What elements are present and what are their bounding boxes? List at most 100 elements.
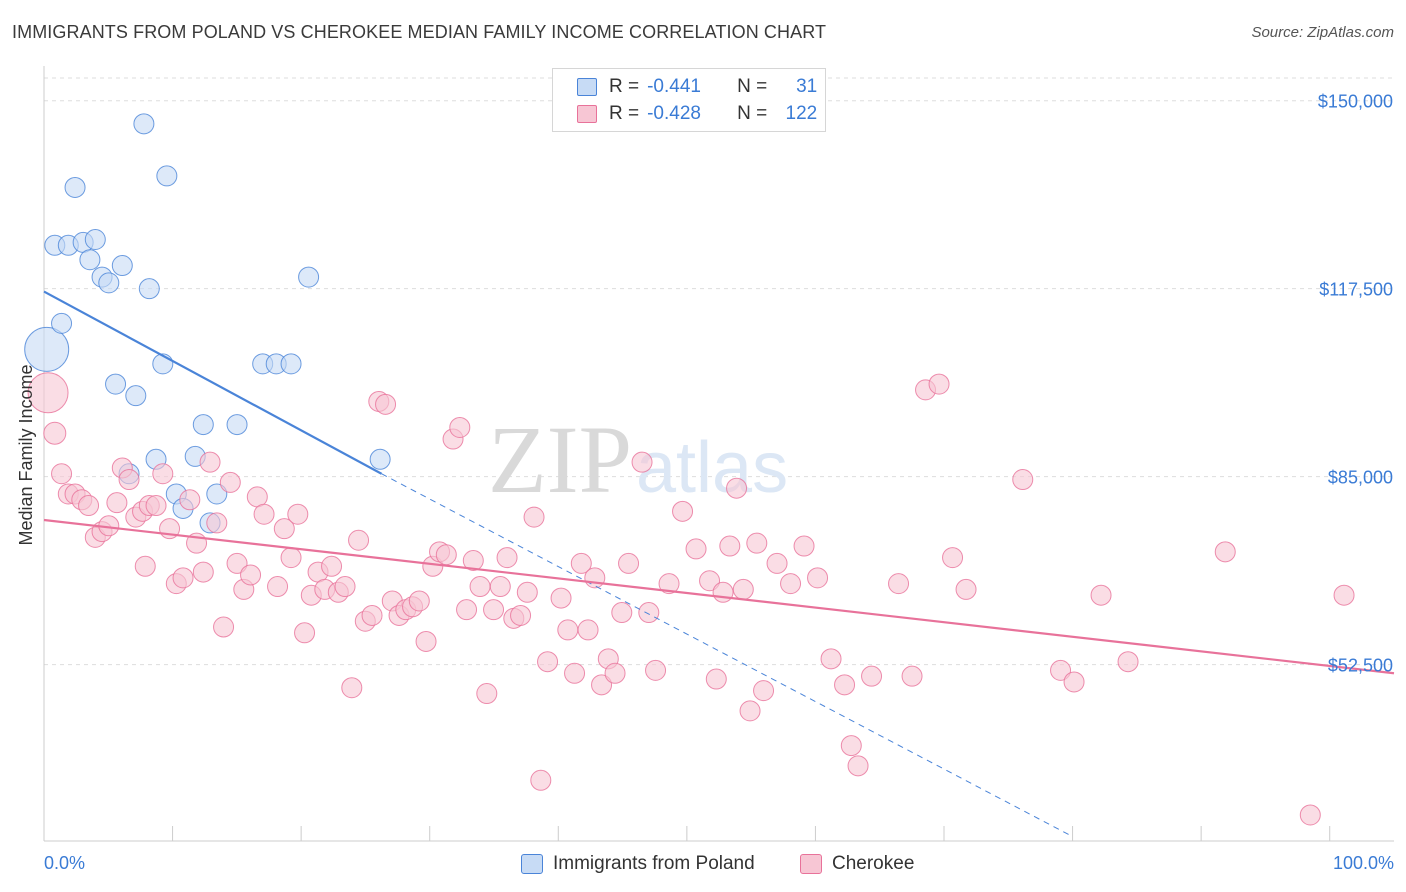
- point-cherokee: [861, 665, 883, 687]
- point-poland: [125, 385, 147, 407]
- point-cherokee: [611, 602, 633, 624]
- point-cherokee: [746, 532, 768, 554]
- point-cherokee: [530, 769, 552, 791]
- point-poland: [79, 249, 101, 271]
- point-cherokee: [523, 506, 545, 528]
- n-value-cherokee: 122: [785, 103, 818, 124]
- point-cherokee: [199, 451, 221, 473]
- point-cherokee: [739, 700, 761, 722]
- point-cherokee: [705, 668, 727, 690]
- point-cherokee: [1012, 469, 1034, 491]
- point-cherokee: [226, 552, 248, 574]
- point-cherokee: [550, 587, 572, 609]
- point-cherokee: [213, 616, 235, 638]
- point-cherokee: [496, 547, 518, 569]
- legend-label-cherokee: Cherokee: [832, 853, 915, 874]
- point-cherokee: [287, 503, 309, 525]
- point-cherokee: [206, 512, 228, 534]
- point-cherokee: [955, 578, 977, 600]
- tick-labels: 0.0% 100.0% $150,000 $117,500 $85,000 $52,5…: [44, 92, 1394, 873]
- point-cherokee: [1299, 804, 1321, 826]
- point-cherokee: [928, 373, 950, 395]
- point-cherokee: [807, 567, 829, 589]
- r-label-poland: R =: [609, 76, 640, 97]
- point-cherokee: [219, 471, 241, 493]
- point-cherokee: [834, 674, 856, 696]
- point-cherokee: [294, 622, 316, 644]
- point-cherokee: [1214, 541, 1236, 563]
- point-cherokee: [577, 619, 599, 641]
- point-cherokee: [901, 665, 923, 687]
- legend-swatch-poland: [521, 854, 543, 874]
- point-cherokee: [510, 604, 532, 626]
- point-cherokee: [145, 495, 167, 517]
- point-cherokee: [1063, 671, 1085, 693]
- n-label-poland: N =: [737, 76, 768, 97]
- point-cherokee: [456, 599, 478, 621]
- point-cherokee: [449, 416, 471, 438]
- point-cherokee: [840, 735, 862, 757]
- point-poland: [206, 483, 228, 505]
- point-cherokee: [564, 662, 586, 684]
- chart-title: IMMIGRANTS FROM POLAND VS CHEROKEE MEDIA…: [12, 22, 827, 42]
- point-cherokee: [435, 544, 457, 566]
- r-value-cherokee: -0.428: [647, 103, 701, 124]
- point-cherokee: [570, 552, 592, 574]
- r-value-poland: -0.441: [647, 76, 701, 97]
- point-cherokee: [280, 547, 302, 569]
- data-points: [24, 113, 1355, 826]
- stats-legend: R = -0.441 N = 31 R = -0.428 N = 122: [552, 68, 826, 132]
- legend-label-poland: Immigrants from Poland: [553, 853, 755, 874]
- y-tick-label: $85,000: [1328, 468, 1393, 488]
- point-cherokee: [375, 393, 397, 415]
- point-cherokee: [341, 677, 363, 699]
- n-value-poland: 31: [796, 76, 818, 97]
- point-poland: [226, 414, 248, 436]
- x-tick-label-min: 0.0%: [44, 853, 85, 873]
- point-cherokee: [483, 599, 505, 621]
- y-tick-label: $52,500: [1328, 656, 1393, 676]
- y-axis-label: Median Family Income: [16, 364, 36, 545]
- point-cherokee: [537, 651, 559, 673]
- point-cherokee: [557, 619, 579, 641]
- point-cherokee: [489, 576, 511, 598]
- point-poland: [105, 373, 127, 395]
- legend-item-poland: Immigrants from Poland: [521, 851, 755, 877]
- legend-item-cherokee: Cherokee: [800, 851, 914, 877]
- point-cherokee: [780, 573, 802, 595]
- point-poland: [156, 165, 178, 187]
- point-cherokee: [584, 567, 606, 589]
- point-cherokee: [1050, 659, 1072, 681]
- point-poland: [64, 176, 86, 198]
- point-cherokee: [415, 630, 437, 652]
- point-poland: [51, 312, 73, 334]
- point-cherokee: [118, 469, 140, 491]
- point-cherokee: [685, 538, 707, 560]
- x-tick-label-max: 100.0%: [1333, 853, 1394, 873]
- point-cherokee: [192, 561, 214, 583]
- trend-line-poland: [43, 290, 383, 475]
- stats-row-cherokee: R = -0.428 N = 122: [577, 101, 817, 127]
- point-poland: [192, 414, 214, 436]
- point-cherokee: [179, 489, 201, 511]
- swatch-poland: [577, 78, 597, 96]
- point-cherokee: [645, 659, 667, 681]
- point-cherokee: [134, 555, 156, 577]
- point-cherokee: [1090, 584, 1112, 606]
- point-cherokee: [726, 477, 748, 499]
- n-label-cherokee: N =: [737, 103, 768, 124]
- watermark: ZIP atlas: [488, 406, 788, 513]
- point-cherokee: [469, 576, 491, 598]
- point-cherokee: [516, 581, 538, 603]
- point-poland: [369, 448, 391, 470]
- point-cherokee: [888, 573, 910, 595]
- point-cherokee: [172, 567, 194, 589]
- point-cherokee: [43, 421, 67, 445]
- point-cherokee: [462, 549, 484, 571]
- y-tick-label: $150,000: [1318, 92, 1393, 112]
- trend-lines: [43, 290, 1395, 836]
- point-cherokee: [719, 535, 741, 557]
- point-cherokee: [591, 674, 613, 696]
- trend-line-cherokee: [43, 518, 1395, 675]
- point-poland: [298, 266, 320, 288]
